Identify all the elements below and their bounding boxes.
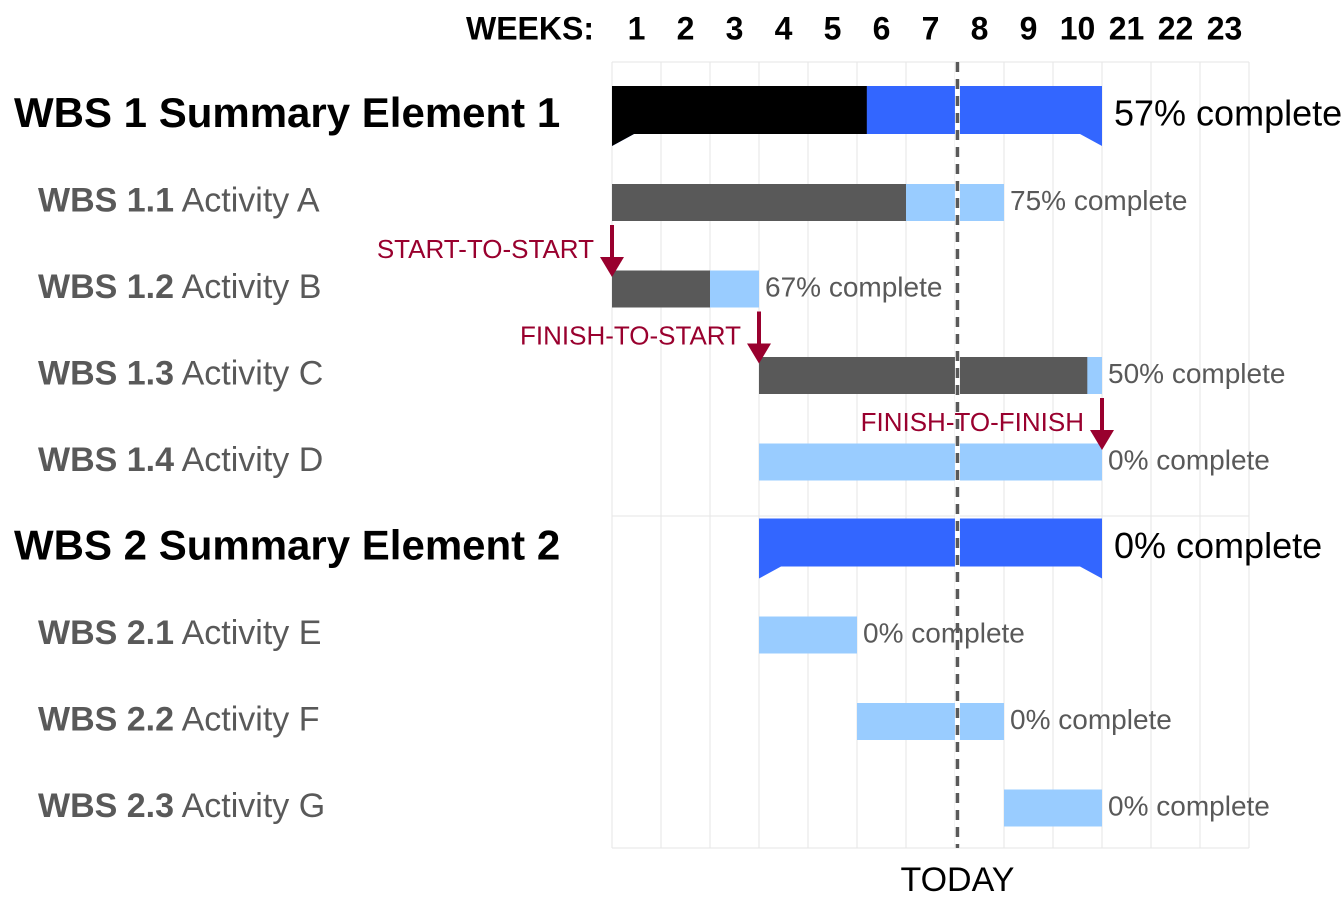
today-label: TODAY xyxy=(900,861,1014,899)
wbs-name: Activity E xyxy=(182,614,322,652)
dependencies xyxy=(600,225,1114,450)
wbs-name: Activity A xyxy=(182,181,320,219)
wbs-code: WBS 1.3 xyxy=(38,354,174,392)
wbs-name: Activity D xyxy=(182,441,324,479)
summary-bar-completed xyxy=(612,86,867,146)
activity-bar-remaining xyxy=(759,443,1102,481)
week-tick-label: 21 xyxy=(1109,10,1145,46)
completion-label: 57% complete xyxy=(1114,93,1342,134)
wbs-name: Activity G xyxy=(182,787,326,825)
week-tick-label: 5 xyxy=(824,10,842,46)
summary-row-label: WBS 1 Summary Element 1 xyxy=(14,89,560,136)
week-tick-label: 23 xyxy=(1207,10,1243,46)
week-tick-label: 10 xyxy=(1060,10,1096,46)
dependency-label: FINISH-TO-START xyxy=(520,320,741,350)
week-tick-label: 8 xyxy=(971,10,989,46)
week-tick-label: 7 xyxy=(922,10,940,46)
dependency-arrow-head xyxy=(747,343,771,364)
activity-row-label: WBS 2.2 Activity F xyxy=(38,700,320,738)
wbs-code: WBS 1.2 xyxy=(38,268,174,306)
activity-bar-completed xyxy=(612,184,906,221)
activity-bar-remaining xyxy=(759,616,857,654)
wbs-code: WBS 2 xyxy=(14,522,147,569)
summary-row-label: WBS 2 Summary Element 2 xyxy=(14,522,560,569)
completion-label: 0% complete xyxy=(1010,704,1172,735)
activity-bar-remaining xyxy=(857,703,1004,740)
completion-label: 0% complete xyxy=(1108,444,1270,475)
summary-bar-remaining xyxy=(759,518,1102,579)
completion-label: 67% complete xyxy=(765,271,942,302)
completion-label: 75% complete xyxy=(1010,185,1187,216)
activity-row-label: WBS 1.3 Activity C xyxy=(38,354,323,392)
wbs-name: Activity C xyxy=(182,354,324,392)
wbs-name: Summary Element 2 xyxy=(159,522,561,569)
completion-label: 0% complete xyxy=(863,617,1025,648)
dependency-arrow-head xyxy=(1090,430,1114,450)
completion-label: 0% complete xyxy=(1114,525,1322,566)
dependency-label: FINISH-TO-FINISH xyxy=(861,407,1084,437)
activity-row-label: WBS 1.4 Activity D xyxy=(38,441,323,479)
wbs-code: WBS 2.1 xyxy=(38,614,174,652)
activity-bar-completed xyxy=(612,270,710,308)
activity-row-label: WBS 1.2 Activity B xyxy=(38,268,321,306)
activity-row-label: WBS 1.1 Activity A xyxy=(38,181,320,219)
week-tick-label: 6 xyxy=(873,10,891,46)
week-tick-label: 2 xyxy=(677,10,695,46)
activity-bar-completed xyxy=(759,357,1088,394)
wbs-name: Activity F xyxy=(182,700,320,738)
wbs-code: WBS 2.3 xyxy=(38,787,174,825)
week-tick-label: 3 xyxy=(726,10,744,46)
weeks-label: WEEKS: xyxy=(466,10,594,46)
dependency-arrow-head xyxy=(600,257,624,277)
activity-row-label: WBS 2.1 Activity E xyxy=(38,614,321,652)
week-tick-label: 4 xyxy=(775,10,793,46)
wbs-code: WBS 2.2 xyxy=(38,700,174,738)
week-tick-label: 22 xyxy=(1158,10,1194,46)
week-tick-label: 9 xyxy=(1020,10,1038,46)
wbs-code: WBS 1 xyxy=(14,89,147,136)
activity-row-label: WBS 2.3 Activity G xyxy=(38,787,325,825)
completion-label: 0% complete xyxy=(1108,790,1270,821)
wbs-code: WBS 1.1 xyxy=(38,181,174,219)
bars xyxy=(612,86,1102,827)
dependency-label: START-TO-START xyxy=(377,234,594,264)
activity-bar-remaining xyxy=(1004,789,1102,827)
wbs-name: Summary Element 1 xyxy=(159,89,561,136)
week-tick-label: 1 xyxy=(628,10,646,46)
wbs-code: WBS 1.4 xyxy=(38,441,174,479)
completion-label: 50% complete xyxy=(1108,358,1285,389)
wbs-name: Activity B xyxy=(182,268,322,306)
